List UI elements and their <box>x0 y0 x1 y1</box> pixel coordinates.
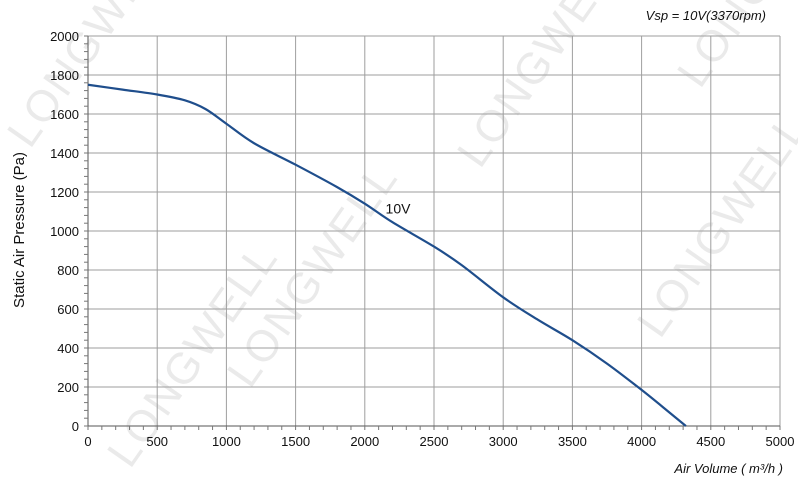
axes <box>84 35 781 430</box>
y-tick-label: 1600 <box>50 107 79 122</box>
x-tick-label: 500 <box>146 434 168 449</box>
grid <box>87 35 781 427</box>
speed-annotation: Vsp = 10V(3370rpm) <box>646 8 766 23</box>
x-tick-label: 4000 <box>627 434 656 449</box>
y-tick-label: 2000 <box>50 29 79 44</box>
y-tick-label: 1200 <box>50 185 79 200</box>
x-tick-label: 5000 <box>766 434 795 449</box>
y-tick-label: 600 <box>57 302 79 317</box>
watermark-text: LONGWELL <box>0 0 188 156</box>
x-tick-label: 4500 <box>696 434 725 449</box>
y-tick-label: 400 <box>57 341 79 356</box>
x-tick-label: 0 <box>84 434 91 449</box>
x-tick-label: 3000 <box>489 434 518 449</box>
x-tick-label: 1500 <box>281 434 310 449</box>
y-tick-label: 1000 <box>50 224 79 239</box>
series-layer: 10V <box>87 83 687 427</box>
x-tick-label: 1000 <box>212 434 241 449</box>
y-tick-label: 200 <box>57 380 79 395</box>
y-tick-label: 1400 <box>50 146 79 161</box>
y-tick-label: 800 <box>57 263 79 278</box>
series-line-10v <box>87 83 687 427</box>
y-tick-label: 0 <box>72 419 79 434</box>
x-tick-label: 2000 <box>350 434 379 449</box>
x-axis-ticks: 0 500 1000 1500 2000 2500 3000 3500 4000 4500 5000 <box>84 434 794 449</box>
y-tick-label: 1800 <box>50 68 79 83</box>
x-tick-label: 3500 <box>558 434 587 449</box>
watermark-text: LONGWELL <box>628 104 798 346</box>
x-axis-label: Air Volume ( m³/h ) <box>673 461 783 476</box>
series-label: 10V <box>386 200 412 216</box>
x-tick-label: 2500 <box>420 434 449 449</box>
y-axis-label: Static Air Pressure (Pa) <box>11 152 28 308</box>
y-axis-ticks: 0 200 400 600 800 1000 1200 1400 1600 1800 2000 <box>50 29 79 434</box>
watermark-text: LONGWELL <box>448 0 638 176</box>
